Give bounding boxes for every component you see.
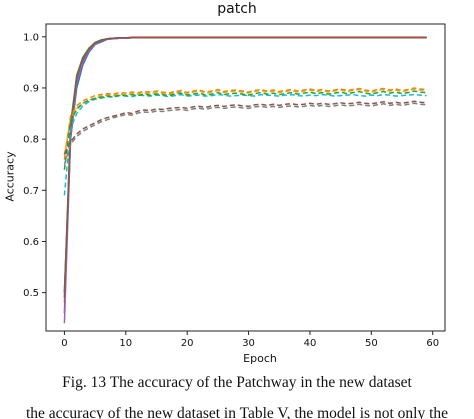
solid-series-line-5 (63, 37, 427, 298)
x-axis-label: Epoch (243, 352, 277, 365)
solid-series-line-0 (63, 37, 427, 293)
dashed-series-line-9 (63, 90, 427, 170)
dashed-series-line-10 (63, 100, 427, 155)
y-tick-label: 0.8 (23, 135, 39, 146)
y-axis-label: Accuracy (3, 151, 17, 202)
solid-series-line-3 (63, 36, 427, 314)
solid-series-line-1 (63, 36, 427, 303)
y-axis-ticks: 0.5 0.6 0.7 0.8 0.9 1.0 (23, 32, 46, 299)
y-tick-label: 0.7 (23, 186, 39, 197)
y-tick-label: 0.6 (23, 237, 39, 248)
dashed-series-line-6 (63, 93, 427, 196)
solid-series-line-2 (63, 37, 427, 293)
clipped-body-line: the accuracy of the new dataset in Table… (25, 405, 449, 419)
chart-title: patch (217, 1, 257, 17)
y-tick-label: 1.0 (23, 32, 39, 43)
x-tick-label: 50 (365, 338, 378, 349)
figure-caption: Fig. 13 The accuracy of the Patchway in … (62, 374, 412, 391)
dashed-series-line-11 (63, 102, 427, 165)
x-tick-label: 60 (426, 338, 439, 349)
clipped-body-text: the accuracy of the new dataset in Table… (0, 402, 474, 419)
axes-frame (45, 23, 446, 332)
x-tick-label: 30 (242, 338, 255, 349)
x-tick-label: 20 (181, 338, 194, 349)
x-tick-label: 0 (61, 338, 67, 349)
x-tick-label: 10 (119, 338, 132, 349)
solid-series-line-4 (63, 37, 427, 324)
y-tick-label: 0.9 (23, 83, 39, 94)
dashed-series-line-8 (63, 87, 427, 160)
x-axis-ticks: 0 10 20 30 40 50 60 (61, 331, 439, 349)
x-tick-label: 40 (304, 338, 317, 349)
plot-lines (63, 36, 427, 324)
dashed-series-line-7 (63, 88, 427, 155)
y-tick-label: 0.5 (23, 288, 39, 299)
